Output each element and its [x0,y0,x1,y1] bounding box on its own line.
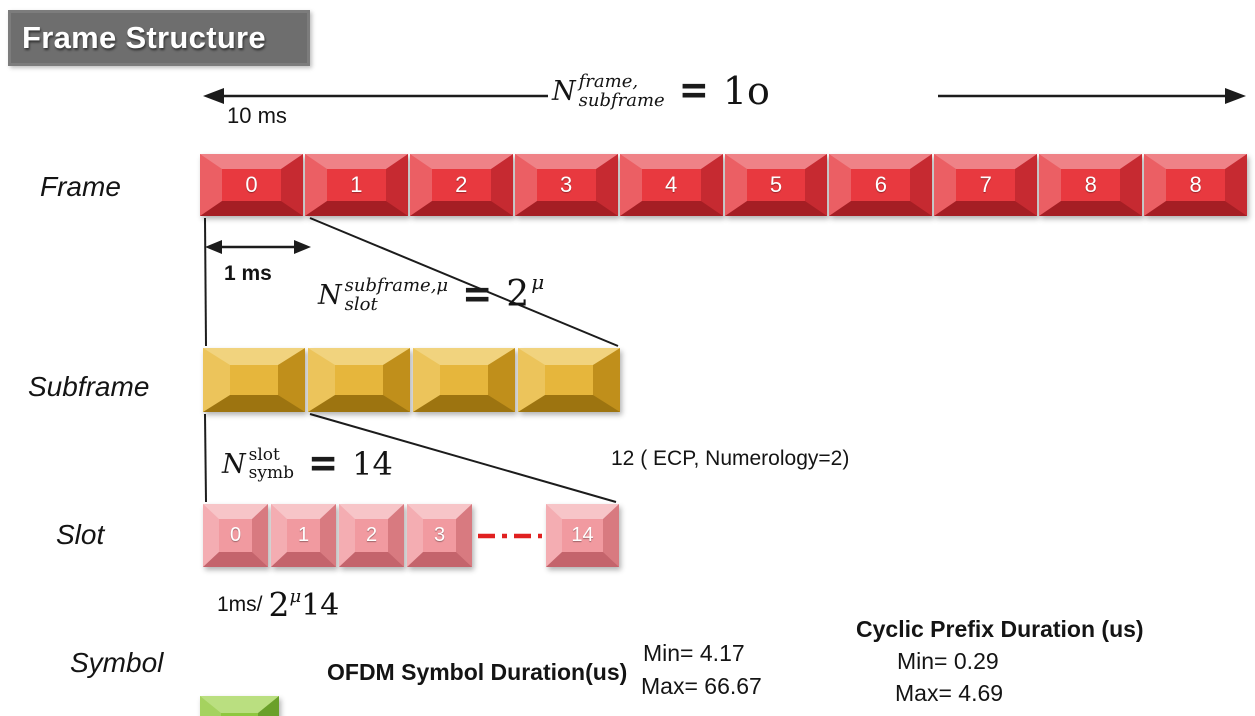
frame-block-number: 0 [245,172,258,197]
frame-block: 2 [409,154,513,216]
slot-block: 3 [407,504,472,567]
frame-block: 5 [724,154,828,216]
subframe-block [203,348,305,412]
formula-superscript: slot [248,444,280,465]
slot-blocks-row: 0 1 2 3 [203,504,472,567]
frame-span-arrow [203,88,1246,104]
formula-variable: N [552,75,576,107]
formula-variable: N [318,279,342,311]
subframe-block [413,348,515,412]
cp-min-value: Min= 0.29 [897,648,999,674]
formula-value-superscript: μ [531,270,545,294]
formula-value: 2 [506,274,530,315]
equals-sign: = [307,440,339,487]
title-banner: Frame Structure [8,10,310,66]
equals-sign: = [462,271,493,318]
slot-block-number: 3 [433,524,446,546]
slot-block-number: 14 [571,524,594,546]
formula-scripts: subframe,μ slot [344,274,449,315]
frame-block-number: 3 [560,172,573,197]
formula-suffix: 14 [301,587,340,623]
frame-block: 7 [934,154,1038,216]
equals-sign: = [678,67,709,114]
formula-subscript: slot [344,294,378,315]
frame-block: 8 [1144,154,1248,216]
subframe-to-slot-connectors [204,413,617,503]
ofdm-min-value: Min= 4.17 [643,640,745,666]
formula-value: 14 [352,445,393,483]
formula-subscript: symb [248,463,294,483]
subframes-per-frame-formula: N frame, subframe = 1o [552,60,770,122]
slot-block-number: 1 [297,524,310,546]
subframe-row-label: Subframe [28,371,150,402]
one-ms-label: 1 ms [224,262,272,285]
ecp-numerology-note: 12 ( ECP, Numerology=2) [611,447,850,470]
slot-row-label: Slot [56,519,105,550]
subframe-blocks-row [203,348,620,412]
frame-block-number: 8 [1189,172,1202,197]
formula-subscript: subframe [578,90,665,111]
subframe-block [518,348,620,412]
cyclic-prefix-duration-label: Cyclic Prefix Duration (us) [856,616,1144,642]
formula-superscript: subframe,μ [344,274,449,296]
symbols-per-slot-formula: N slot symb = 14 [222,438,393,490]
frame-block-number: 5 [769,172,783,197]
frame-block-number: 6 [874,172,888,197]
frame-block: 6 [829,154,933,216]
slot-block-last: 14 [546,504,619,567]
ofdm-symbol-duration-label: OFDM Symbol Duration(us) [327,659,628,685]
subframe-block [308,348,410,412]
mu-superscript: μ [289,586,302,607]
slot-block-number: 0 [229,524,242,546]
formula-variable: N [222,448,246,480]
page-title: Frame Structure [22,20,266,55]
frame-block: 4 [619,154,723,216]
frame-block: 8 [1039,154,1143,216]
symbol-duration-formula: 1ms/ 2 μ 14 [217,585,340,624]
one-ms-arrow [205,240,311,254]
frame-block-number: 4 [664,172,678,197]
formula-scripts: frame, subframe [578,70,665,111]
ten-ms-label: 10 ms [227,103,287,128]
frame-block-number: 1 [350,172,363,197]
cp-max-value: Max= 4.69 [895,680,1004,706]
slot-block-number: 2 [365,524,378,546]
frame-to-subframe-connectors [204,217,619,347]
formula-value: 1o [722,69,770,113]
formula-scripts: slot symb [248,444,294,483]
frame-block: 0 [200,154,303,216]
slot-block: 1 [271,504,336,567]
frame-block: 1 [304,154,408,216]
formula-superscript: frame, [578,70,639,92]
formula-prefix: 1ms/ [217,593,263,616]
frame-block: 3 [514,154,618,216]
frame-blocks-row: 0 1 2 3 4 5 6 7 8 8 [200,154,1248,216]
frame-block-number: 2 [455,172,468,197]
frame-block-number: 7 [979,172,992,197]
slot-block: 0 [203,504,268,567]
symbol-block [200,696,279,716]
formula-base: 2 [268,585,290,624]
slots-per-subframe-formula: N subframe,μ slot = 2 μ [318,266,544,324]
symbol-row-label: Symbol [70,647,164,678]
frame-row-label: Frame [40,171,121,202]
frame-block-number: 8 [1084,172,1097,197]
slot-block: 2 [339,504,404,567]
ofdm-max-value: Max= 66.67 [641,673,762,699]
